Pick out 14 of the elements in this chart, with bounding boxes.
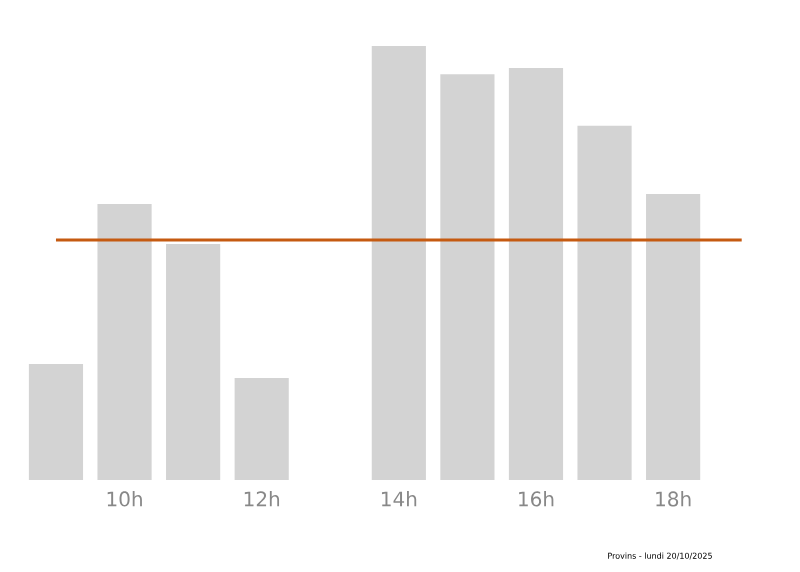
bar [508, 68, 564, 480]
x-tick-label: 18h [656, 491, 691, 507]
bar [440, 74, 495, 480]
bar [166, 243, 221, 480]
bar [646, 193, 701, 480]
bar [97, 203, 152, 480]
bar [371, 45, 426, 480]
bar [28, 364, 84, 480]
x-tick-label: 14h [381, 491, 417, 507]
x-tick-label: 16h [519, 491, 554, 507]
bar [577, 125, 632, 480]
x-tick-label: 12h [244, 491, 280, 507]
x-tick-label: 10h [107, 491, 142, 507]
bar [234, 377, 289, 480]
